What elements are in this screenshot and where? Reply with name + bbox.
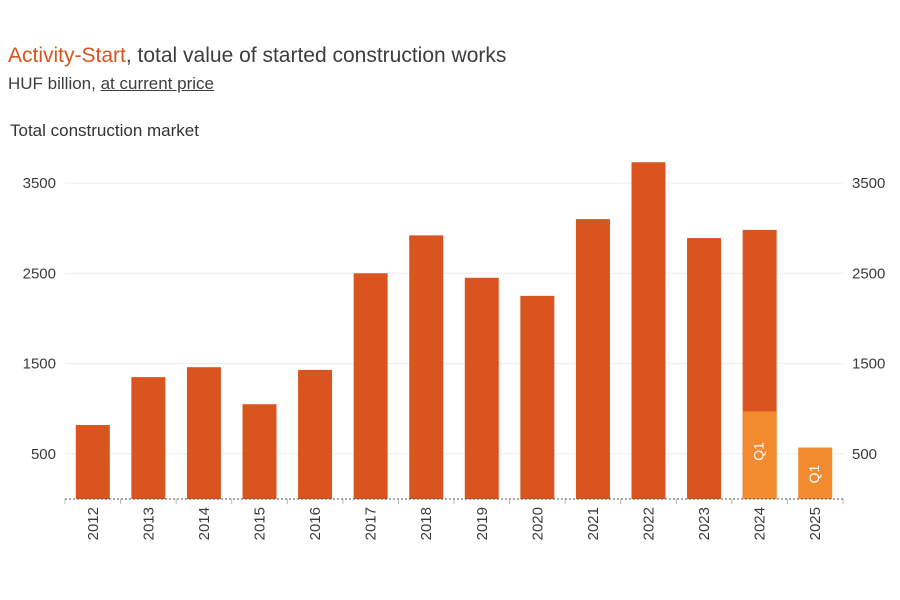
x-tick-label-2016: 2016 — [307, 507, 324, 540]
x-tick-label-2020: 2020 — [529, 507, 546, 540]
x-tick-label-2022: 2022 — [641, 507, 658, 540]
bar-2013[interactable] — [131, 377, 166, 499]
x-tick-label-2014: 2014 — [196, 507, 213, 540]
x-tick-label-2025: 2025 — [807, 507, 824, 540]
y-tick-right-2500: 2500 — [852, 265, 885, 282]
bar-2023[interactable] — [687, 238, 722, 499]
x-tick-label-2019: 2019 — [474, 507, 491, 540]
y-tick-right-1500: 1500 — [852, 356, 885, 373]
y-tick-left-3500: 3500 — [23, 175, 56, 192]
bar-2022[interactable] — [631, 162, 666, 499]
bar-2020[interactable] — [520, 295, 555, 499]
y-tick-right-3500: 3500 — [852, 175, 885, 192]
bar-2018[interactable] — [409, 235, 444, 499]
x-tick-label-2018: 2018 — [418, 507, 435, 540]
y-tick-left-1500: 1500 — [23, 356, 56, 373]
bar-q1-2025[interactable] — [798, 447, 833, 499]
bar-2012[interactable] — [75, 424, 110, 499]
panel-title: Total construction market — [10, 121, 199, 140]
chart-subtitle: HUF billion, at current price — [8, 74, 214, 94]
unit-label: HUF billion, — [8, 74, 101, 93]
q1-label-2024: Q1 — [750, 442, 766, 461]
bar-2015[interactable] — [242, 404, 277, 499]
x-tick-label-2013: 2013 — [140, 507, 157, 540]
bar-2017[interactable] — [353, 273, 388, 499]
y-tick-right-500: 500 — [852, 446, 877, 463]
x-tick-label-2024: 2024 — [752, 507, 769, 540]
x-tick-label-2012: 2012 — [85, 507, 102, 540]
title-text: , total value of started construction wo… — [125, 44, 507, 67]
x-tick-label-2023: 2023 — [696, 507, 713, 540]
chart-title: Activity-Start, total value of started c… — [8, 44, 506, 68]
bar-2019[interactable] — [464, 277, 499, 499]
bar-q1-2024[interactable] — [742, 411, 777, 499]
x-tick-label-2015: 2015 — [252, 507, 269, 540]
y-tick-left-500: 500 — [31, 446, 56, 463]
bar-2021[interactable] — [575, 219, 610, 499]
bar-2014[interactable] — [186, 367, 221, 499]
y-tick-left-2500: 2500 — [23, 265, 56, 282]
price-link[interactable]: at current price — [100, 74, 214, 93]
q1-label-2025: Q1 — [806, 464, 822, 483]
brand-name: Activity-Start — [8, 44, 126, 67]
x-tick-label-2021: 2021 — [585, 507, 602, 540]
x-tick-label-2017: 2017 — [363, 507, 380, 540]
bar-2016[interactable] — [298, 369, 333, 499]
